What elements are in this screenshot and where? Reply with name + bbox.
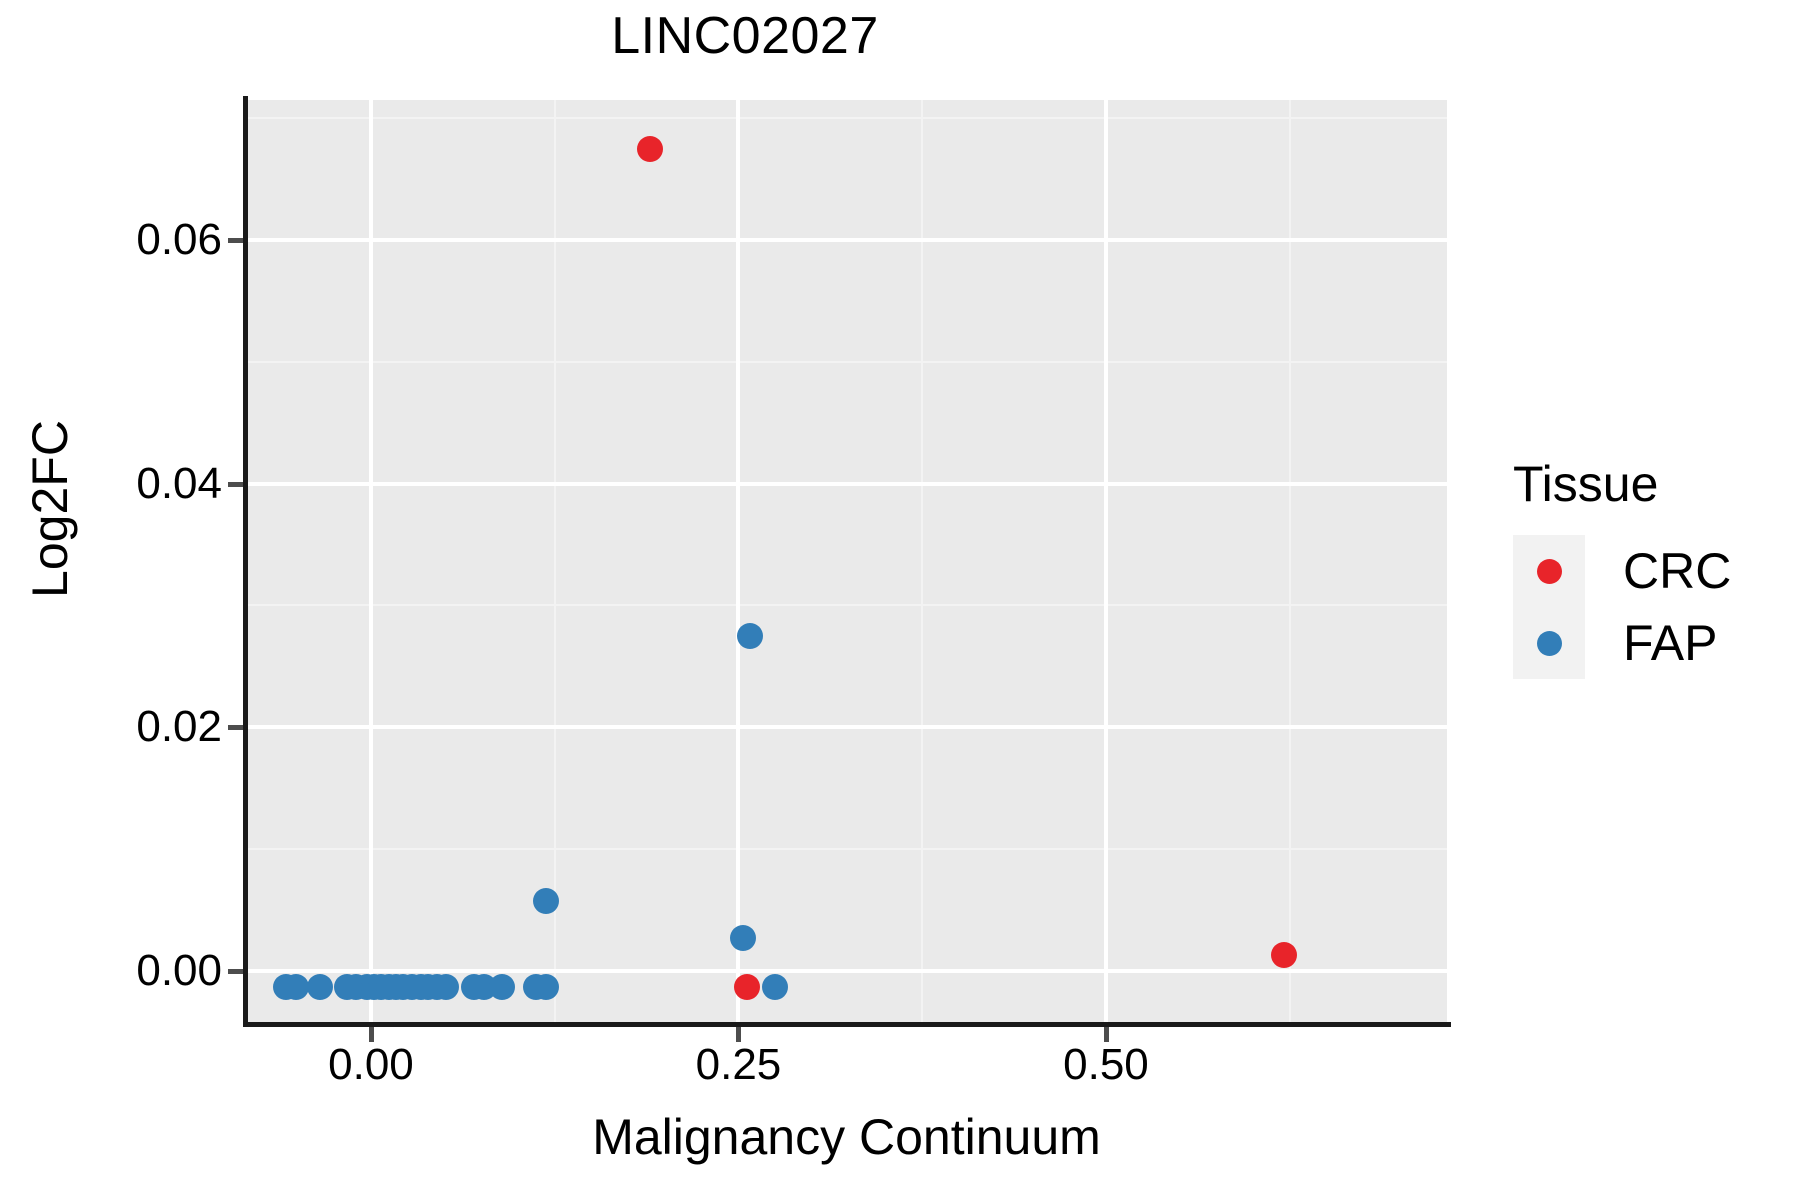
y-tick-mark [228,238,243,244]
chart-title: LINC02027 [611,7,879,65]
gridline-y-minor [246,117,1447,120]
plot-panel [246,100,1447,1022]
gridline-y-major [246,238,1447,243]
data-point-fap [432,973,459,1000]
y-axis-title: Log2FC [22,420,78,598]
data-point-fap [532,888,559,915]
gridline-y-minor [246,360,1447,363]
y-tick-mark [228,725,243,731]
x-tick-label: 0.50 [1063,1040,1149,1089]
gridline-y-major [246,968,1447,973]
gridline-y-major [246,725,1447,730]
x-axis-title: Malignancy Continuum [592,1109,1101,1165]
x-tick-mark [736,1027,742,1042]
data-point-fap [729,924,756,951]
legend: Tissue CRC FAP [1513,455,1731,679]
data-point-fap [762,973,789,1000]
legend-key-swatch-box [1513,535,1585,607]
y-tick-label: 0.00 [136,945,222,995]
legend-item-crc[interactable]: CRC [1513,535,1731,607]
legend-item-fap[interactable]: FAP [1513,607,1731,679]
legend-item-list: CRC FAP [1513,535,1731,679]
gridline-y-major [246,481,1447,486]
gridline-x-major [368,100,373,1022]
gridline-x-minor [921,100,924,1022]
gridline-x-major [1103,100,1108,1022]
data-point-fap [282,973,309,1000]
legend-point-icon [1536,630,1562,656]
data-point-crc [1270,942,1297,968]
y-tick-label: 0.06 [136,215,222,265]
x-tick-mark [368,1027,374,1042]
data-point-crc [637,135,664,162]
x-tick-mark [1103,1027,1109,1042]
y-tick-label: 0.02 [136,702,222,752]
legend-key-swatch-box [1513,607,1585,679]
gridline-y-minor [246,848,1447,851]
data-point-fap [532,973,559,1000]
x-tick-label: 0.00 [328,1040,414,1089]
data-point-fap [737,622,764,649]
data-point-crc [734,973,761,1000]
legend-point-icon [1536,558,1562,584]
x-tick-label: 0.25 [695,1040,782,1089]
data-point-fap [306,973,333,1000]
gridline-x-major [736,100,741,1022]
legend-item-label: FAP [1623,615,1718,671]
y-tick-label: 0.04 [136,458,222,508]
gridline-x-minor [553,100,556,1022]
gridline-x-minor [1288,100,1291,1022]
legend-title: Tissue [1513,456,1659,512]
y-axis-line [243,96,248,1026]
gridline-y-minor [246,604,1447,607]
x-axis-line [243,1022,1451,1027]
data-point-fap [488,973,515,1000]
legend-item-label: CRC [1623,543,1732,599]
y-tick-mark [228,481,243,487]
y-tick-mark [228,968,243,974]
